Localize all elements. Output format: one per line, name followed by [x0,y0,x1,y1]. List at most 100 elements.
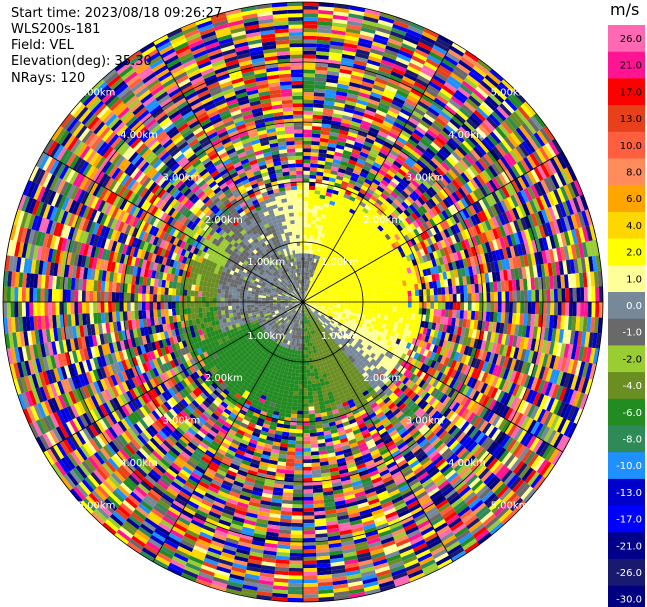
velocity-gate [458,276,464,286]
velocity-gate [566,373,575,389]
velocity-gate [446,156,457,167]
velocity-gate [330,37,345,43]
velocity-gate [558,202,567,218]
velocity-gate [578,227,586,243]
velocity-gate [578,242,585,258]
velocity-gate [372,191,381,199]
velocity-gate [287,590,303,595]
velocity-gate [304,275,306,280]
velocity-gate [403,187,412,196]
velocity-gate [471,265,478,275]
velocity-gate [383,226,391,234]
velocity-gate [406,356,414,364]
velocity-gate [460,327,466,337]
velocity-gate [307,280,310,285]
velocity-gate [338,164,347,170]
velocity-gate [303,84,315,89]
velocity-gate [443,366,451,376]
velocity-gate [446,236,454,246]
velocity-gate [306,299,311,301]
velocity-gate [567,165,578,182]
velocity-gate [445,196,454,206]
velocity-gate [366,220,374,227]
velocity-gate [315,267,319,272]
velocity-gate [491,163,502,176]
velocity-gate [311,291,315,295]
velocity-gate [309,306,313,309]
velocity-gate [495,143,507,157]
velocity-gate [357,232,364,238]
velocity-gate [325,259,330,265]
velocity-gate [400,79,414,89]
velocity-gate [317,281,321,286]
velocity-gate [351,148,361,155]
velocity-gate [427,107,440,117]
velocity-gate [477,349,485,360]
velocity-gate [354,182,363,189]
velocity-gate [462,276,468,286]
velocity-gate [415,103,428,114]
velocity-gate [447,206,456,216]
velocity-gate [303,444,311,449]
velocity-gate [379,63,393,71]
velocity-gate [491,216,500,229]
velocity-gate [512,147,524,162]
velocity-gate [364,284,369,289]
velocity-gate [330,320,335,324]
velocity-gate [403,144,414,154]
velocity-gate [320,306,325,309]
velocity-gate [461,80,476,93]
velocity-gate [303,43,317,48]
velocity-gate [496,84,510,98]
velocity-gate [359,327,365,333]
velocity-gate [357,130,368,138]
velocity-gate [313,201,319,206]
velocity-gate [308,306,313,310]
velocity-gate [399,269,405,276]
velocity-gate [403,72,418,82]
velocity-gate [303,500,314,505]
velocity-gate [401,42,416,52]
velocity-gate [458,210,467,221]
velocity-gate [527,376,535,390]
velocity-gate [351,299,356,302]
velocity-gate [549,235,557,249]
velocity-gate [309,182,316,187]
velocity-gate [475,302,480,312]
velocity-gate [437,403,446,413]
velocity-gate [316,213,322,218]
velocity-gate [311,242,316,247]
velocity-gate [314,227,319,233]
velocity-gate [332,306,337,309]
velocity-gate [503,436,514,450]
velocity-gate [369,233,376,240]
velocity-gate [532,438,544,454]
velocity-gate [340,247,346,253]
velocity-gate [423,356,430,365]
velocity-gate [440,331,447,340]
velocity-gate [460,395,469,407]
velocity-gate [286,451,296,456]
velocity-gate [536,130,549,145]
velocity-gate [309,295,313,298]
velocity-gate [530,314,536,327]
velocity-gate [381,235,388,243]
velocity-gate [406,195,415,205]
velocity-gate [545,276,551,290]
velocity-gate [406,247,413,255]
velocity-gate [415,125,427,136]
velocity-gate [347,20,363,27]
velocity-gate [538,289,543,302]
velocity-gate [310,156,319,161]
velocity-gate [333,302,337,304]
velocity-gate [393,321,399,328]
velocity-gate [397,351,404,359]
velocity-gate [294,384,299,389]
velocity-gate [328,232,334,237]
velocity-gate [339,307,344,311]
velocity-gate [390,70,404,80]
velocity-gate [571,229,579,245]
velocity-gate [456,63,471,75]
velocity-gate [521,325,527,338]
velocity-gate [349,155,359,162]
